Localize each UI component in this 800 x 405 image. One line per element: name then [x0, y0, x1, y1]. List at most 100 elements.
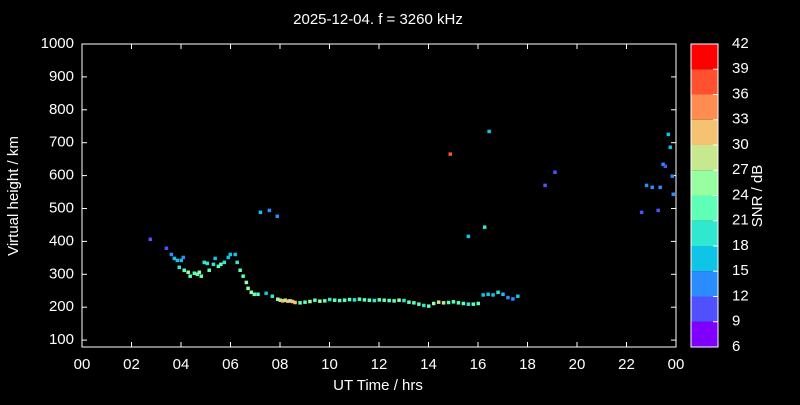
- data-point: [175, 258, 180, 263]
- data-point: [491, 293, 495, 297]
- chart-title: 2025-12-04. f = 3260 kHz: [293, 11, 463, 28]
- colorbar-tick-label: 12: [732, 287, 749, 304]
- data-point: [181, 255, 185, 260]
- data-point: [313, 298, 317, 302]
- x-axis-label: UT Time / hrs: [333, 377, 423, 394]
- data-point: [288, 299, 292, 303]
- colorbar-segment: [691, 220, 718, 246]
- data-point: [323, 299, 327, 303]
- colorbar-tick-label: 27: [732, 161, 749, 178]
- data-point: [658, 185, 662, 190]
- colorbar-tick-label: 39: [732, 60, 749, 77]
- data-point: [252, 292, 257, 297]
- data-point: [553, 170, 557, 174]
- colorbar-segment: [691, 119, 718, 145]
- data-point: [471, 302, 476, 306]
- data-point: [148, 237, 153, 242]
- colorbar-tick-label: 33: [732, 111, 749, 128]
- data-point: [446, 300, 451, 305]
- data-point: [516, 294, 520, 299]
- data-point: [431, 301, 436, 306]
- data-point: [278, 298, 282, 302]
- colorbar-tick-label: 9: [732, 313, 740, 330]
- y-tick-label: 500: [49, 199, 74, 216]
- data-point: [397, 298, 401, 302]
- data-point: [362, 298, 367, 302]
- data-point: [164, 246, 169, 250]
- data-point: [283, 298, 287, 302]
- colorbar-tick-label: 42: [732, 35, 749, 52]
- data-point: [275, 214, 280, 219]
- x-tick-label: 10: [321, 356, 338, 373]
- data-point: [197, 270, 202, 274]
- data-point: [233, 252, 237, 257]
- data-point: [644, 183, 649, 188]
- data-point: [205, 261, 209, 266]
- data-point: [387, 298, 391, 303]
- data-point: [238, 268, 242, 273]
- data-point: [671, 192, 676, 197]
- data-point: [352, 298, 357, 302]
- data-point: [270, 294, 275, 299]
- colorbar-segment: [691, 271, 718, 297]
- data-point: [195, 272, 200, 276]
- colorbar-segment: [691, 246, 718, 272]
- data-point: [436, 300, 441, 304]
- data-point: [244, 280, 249, 285]
- data-point: [482, 225, 487, 229]
- colorbar-segment: [691, 69, 718, 95]
- data-point: [448, 152, 453, 156]
- data-point: [441, 301, 446, 305]
- data-point: [412, 301, 416, 305]
- colorbar-segment: [691, 195, 718, 221]
- data-point: [668, 145, 673, 149]
- colorbar-segment: [691, 170, 718, 196]
- data-point: [543, 183, 547, 188]
- x-tick-label: 18: [519, 356, 536, 373]
- data-point: [280, 299, 285, 303]
- data-point: [382, 298, 386, 302]
- data-point: [456, 301, 461, 305]
- y-tick-label: 700: [49, 134, 74, 151]
- data-point: [402, 298, 406, 303]
- data-point: [219, 262, 223, 267]
- colorbar-segment: [691, 94, 718, 120]
- data-point: [663, 164, 668, 169]
- data-point: [496, 290, 500, 295]
- data-point: [249, 290, 254, 295]
- data-point: [258, 210, 263, 215]
- y-tick-label: 100: [49, 331, 74, 348]
- colorbar-tick-label: 21: [732, 212, 749, 229]
- data-point: [318, 299, 322, 303]
- y-tick-label: 600: [49, 167, 74, 184]
- data-point: [216, 264, 221, 269]
- x-tick-label: 04: [173, 356, 190, 373]
- data-point: [661, 162, 665, 167]
- data-point: [451, 300, 456, 304]
- data-point: [172, 256, 177, 261]
- data-point: [235, 260, 239, 265]
- data-point: [670, 174, 675, 178]
- data-point: [285, 299, 290, 303]
- data-point: [211, 262, 216, 267]
- data-point: [264, 291, 268, 296]
- colorbar-tick-label: 24: [732, 186, 749, 203]
- data-point: [241, 274, 245, 278]
- colorbar-tick-label: 30: [732, 136, 749, 153]
- data-point: [246, 286, 250, 291]
- data-point: [188, 274, 192, 278]
- data-point: [486, 292, 490, 297]
- data-point: [199, 274, 204, 278]
- data-point: [290, 299, 295, 304]
- data-point: [207, 268, 211, 273]
- data-point: [347, 297, 352, 302]
- data-point: [481, 293, 485, 297]
- x-tick-label: 20: [569, 356, 586, 373]
- data-point: [303, 300, 307, 304]
- data-point: [267, 208, 272, 213]
- data-point: [186, 270, 190, 274]
- y-tick-label: 1000: [41, 35, 74, 52]
- data-point: [169, 252, 174, 257]
- colorbar-tick-label: 18: [732, 237, 749, 254]
